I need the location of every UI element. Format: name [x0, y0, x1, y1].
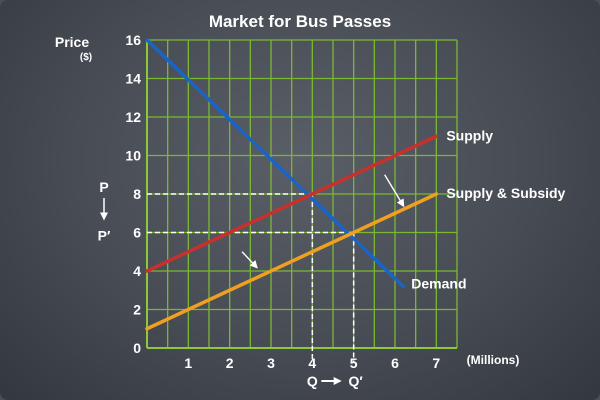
y-tick-label: 12: [125, 109, 141, 125]
shift-arrow: [384, 174, 405, 208]
annotations: Demand Supply Supply & Subsidy P P′ Q Q′: [98, 127, 566, 389]
y-axis-label: Price: [55, 34, 89, 50]
series-line: [145, 134, 439, 273]
quantity-label-q: Q: [307, 373, 318, 389]
series-label: Demand: [411, 275, 466, 291]
series-label: Supply & Subsidy: [446, 185, 565, 201]
x-tick-label: 1: [184, 355, 192, 371]
x-tick-label: 6: [391, 355, 399, 371]
y-tick-label: 14: [125, 71, 141, 87]
x-axis-label: (Millions): [467, 353, 520, 367]
x-tick-label: 4: [308, 355, 316, 371]
y-tick-label: 10: [125, 148, 141, 164]
x-tick-label: 5: [350, 355, 358, 371]
y-tick-label: 2: [133, 302, 141, 318]
price-label-p-prime: P′: [98, 228, 111, 244]
y-tick-label: 8: [133, 186, 141, 202]
price-label-p: P: [99, 179, 108, 195]
series-label: Supply: [446, 127, 493, 143]
x-tick-label: 2: [226, 355, 234, 371]
series-line: [145, 38, 406, 289]
x-tick-label: 3: [267, 355, 275, 371]
y-tick-label: 16: [125, 32, 141, 48]
y-tick-label: 6: [133, 225, 141, 241]
y-axis-unit: ($): [80, 52, 92, 63]
y-tick-label: 0: [133, 340, 141, 356]
quantity-label-q-prime: Q′: [349, 373, 364, 389]
x-tick-label: 7: [432, 355, 440, 371]
y-tick-label: 4: [133, 263, 141, 279]
chart-title: Market for Bus Passes: [209, 12, 391, 31]
series-lines: [145, 38, 439, 331]
equilibrium-guides: [147, 193, 355, 362]
series-line: [145, 192, 439, 331]
shift-arrow: [241, 251, 258, 269]
